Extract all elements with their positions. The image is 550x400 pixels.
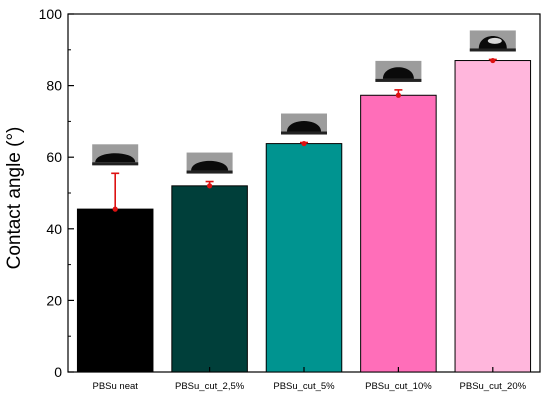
droplet-substrate (469, 48, 516, 52)
bars (76, 60, 532, 373)
droplet-image (186, 152, 233, 174)
x-tick-label: PBSu_cut_2,5% (175, 381, 245, 392)
y-axis: 0 20 40 60 80 100 (39, 6, 74, 380)
y-tick-label: 100 (39, 6, 63, 22)
x-axis: PBSu neat PBSu_cut_2,5% PBSu_cut_5% PBSu_cu… (92, 367, 527, 392)
bar (171, 185, 248, 373)
droplet-substrate (281, 131, 327, 135)
error-center-marker (395, 92, 401, 98)
y-axis-title: Contact angle (°) (4, 127, 25, 270)
droplet-image (469, 30, 516, 52)
error-center-marker (112, 206, 118, 212)
droplet-images (92, 30, 516, 174)
error-center-marker (490, 57, 496, 64)
droplet-shape (191, 160, 229, 171)
bar (265, 143, 343, 373)
error-bars (111, 57, 497, 212)
error-center-marker (301, 140, 307, 147)
droplet-image (375, 60, 422, 82)
bar (360, 94, 437, 373)
x-tick-label: PBSu_cut_10% (365, 381, 432, 392)
y-tick-label: 80 (46, 78, 62, 94)
droplet-shape (382, 67, 414, 79)
droplet-image (92, 144, 139, 166)
bar (454, 60, 532, 373)
y-tick-label: 0 (54, 364, 62, 380)
y-tick-label: 60 (46, 149, 62, 165)
y-tick-label: 20 (46, 292, 62, 308)
droplet-highlight (487, 37, 502, 44)
droplet-substrate (375, 78, 422, 82)
bar (76, 208, 154, 373)
x-tick-label: PBSu_cut_5% (273, 381, 335, 392)
droplet-substrate (92, 162, 139, 166)
droplet-shape (95, 153, 136, 163)
droplet-image (281, 113, 327, 135)
y-tick-label: 40 (46, 221, 62, 237)
droplet-substrate (186, 170, 233, 174)
error-center-marker (207, 183, 213, 189)
droplet-shape (287, 120, 321, 132)
x-tick-label: PBSu neat (92, 381, 138, 392)
x-tick-label: PBSu_cut_20% (460, 381, 527, 392)
